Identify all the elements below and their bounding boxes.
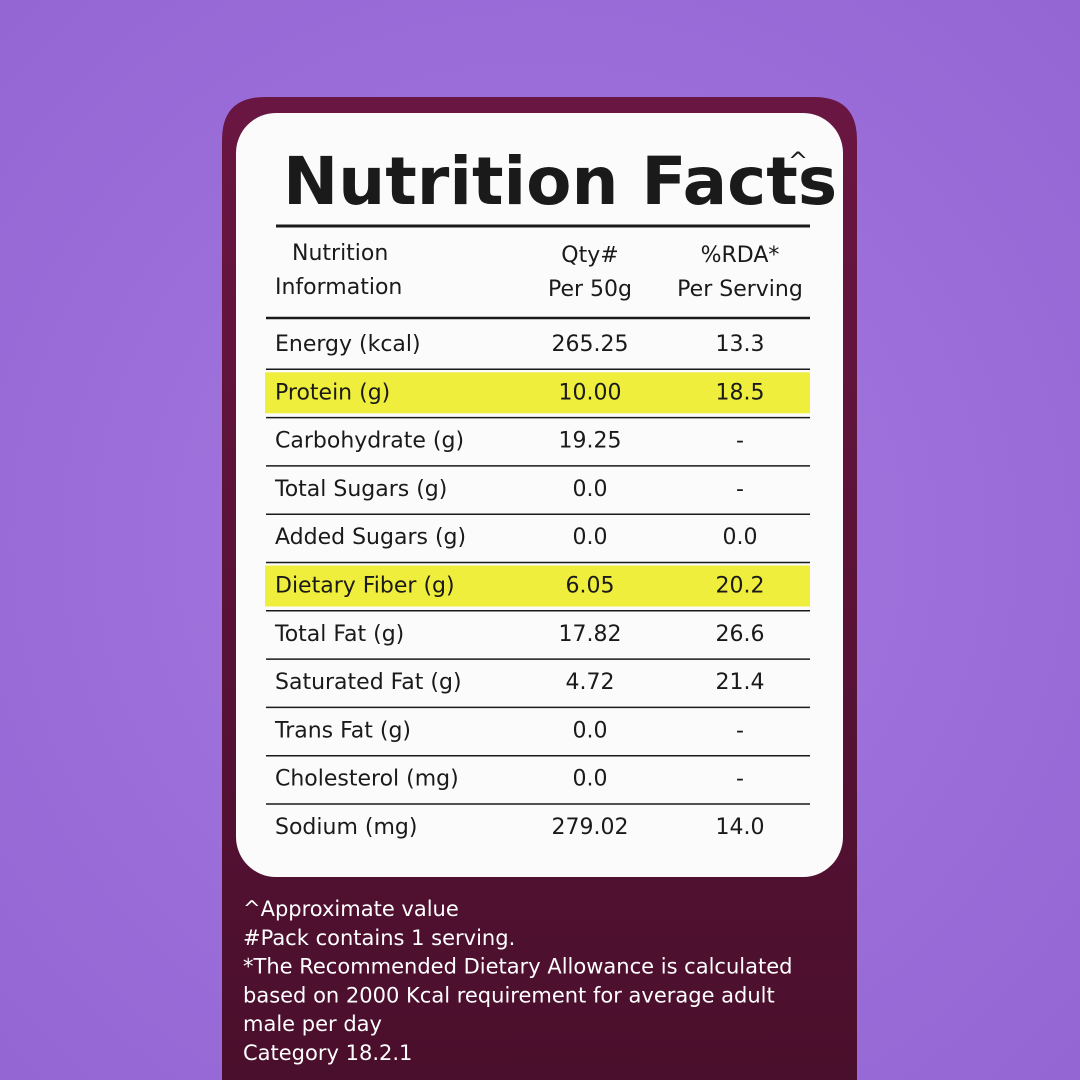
nutrient-value: 13.3 — [716, 332, 765, 357]
nutrient-value: 265.25 — [552, 332, 629, 357]
nutrient-value: 18.5 — [716, 380, 765, 405]
nutrient-value: 0.0 — [573, 718, 608, 743]
nutrient-value: - — [736, 718, 744, 743]
nutrient-name: Sodium (mg) — [275, 815, 417, 840]
nutrient-value: 0.0 — [573, 525, 608, 550]
footnote: ^Approximate value — [243, 897, 459, 921]
title: Nutrition Facts — [283, 143, 837, 220]
nutrient-value: 0.0 — [573, 767, 608, 792]
header-cell: Per Serving — [677, 277, 803, 302]
table: Nutrition Information Qty# Per 50g %RDA* Per … — [265, 241, 810, 840]
nutrient-value: 0.0 — [723, 525, 758, 550]
nutrient-value: 0.0 — [573, 477, 608, 502]
nutrient-name: Added Sugars (g) — [275, 525, 466, 550]
nutrient-value: 19.25 — [559, 429, 622, 454]
nutrient-name: Energy (kcal) — [275, 332, 421, 357]
nutrient-value: 21.4 — [716, 670, 765, 695]
footnote: *The Recommended Dietary Allowance is ca… — [243, 955, 792, 979]
header-cell: %RDA* — [701, 243, 780, 268]
header-cell: Qty# — [561, 243, 618, 268]
nutrient-name: Trans Fat (g) — [274, 718, 411, 743]
nutrient-name: Dietary Fiber (g) — [275, 574, 455, 599]
footnote: #Pack contains 1 serving. — [243, 926, 515, 950]
nutrient-name: Carbohydrate (g) — [275, 429, 464, 454]
footnote: male per day — [243, 1012, 382, 1036]
highlight — [265, 372, 810, 414]
header-cell: Per 50g — [548, 277, 632, 302]
nutrient-name: Cholesterol (mg) — [275, 767, 459, 792]
footnotes: ^Approximate value #Pack contains 1 servi… — [243, 897, 792, 1065]
nutrient-value: - — [736, 429, 744, 454]
nutrient-name: Total Fat (g) — [274, 622, 404, 647]
nutrient-value: 10.00 — [559, 380, 622, 405]
nutrient-name: Protein (g) — [275, 380, 390, 405]
nutrient-value: 17.82 — [559, 622, 622, 647]
nutrient-value: 26.6 — [716, 622, 765, 647]
nutrient-name: Saturated Fat (g) — [275, 670, 462, 695]
header-cell: Information — [275, 275, 402, 300]
label-card — [236, 113, 843, 877]
nutrient-value: - — [736, 477, 744, 502]
nutrient-value: 4.72 — [566, 670, 615, 695]
nutrient-name: Total Sugars (g) — [274, 477, 447, 502]
nutrient-value: 14.0 — [716, 815, 765, 840]
footnote: based on 2000 Kcal requirement for avera… — [243, 983, 775, 1007]
nutrient-value: 6.05 — [566, 574, 615, 599]
highlight — [265, 565, 810, 607]
nutrient-value: 20.2 — [716, 574, 765, 599]
nutrient-value: 279.02 — [552, 815, 629, 840]
footnote: Category 18.2.1 — [243, 1041, 412, 1065]
header-cell: Nutrition — [292, 241, 388, 266]
nutrient-value: - — [736, 767, 744, 792]
title-mark: ^ — [788, 147, 808, 175]
